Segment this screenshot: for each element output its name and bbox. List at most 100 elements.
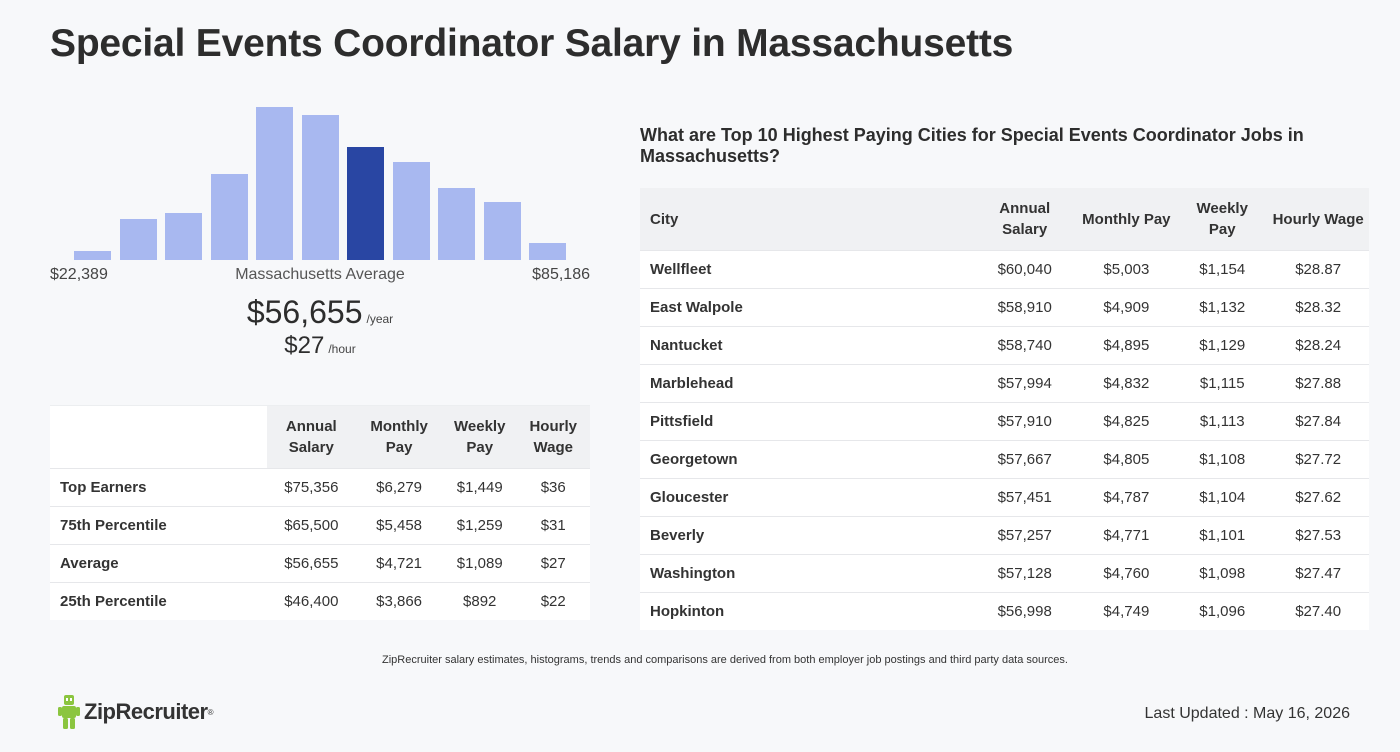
annual-salary-cell: $46,400 (267, 582, 356, 620)
annual-salary-cell: $57,994 (973, 364, 1076, 403)
salary-histogram (50, 90, 590, 260)
histogram-bar (529, 243, 566, 260)
header-annual-salary: Annual Salary (973, 188, 1076, 251)
header-hourly-wage: Hourly Wage (1267, 188, 1369, 251)
city-cell: Marblehead (640, 364, 974, 403)
header-hourly-wage: Hourly Wage (516, 405, 590, 469)
histogram-bar (438, 188, 475, 260)
hourly-wage-cell: $22 (516, 582, 590, 620)
monthly-pay-cell: $3,866 (355, 582, 443, 620)
weekly-pay-cell: $1,108 (1177, 440, 1268, 479)
ziprecruiter-logo[interactable]: ZipRecruiter ® (58, 694, 214, 730)
page-title: Special Events Coordinator Salary in Mas… (50, 22, 1014, 65)
hourly-wage-cell: $27.40 (1267, 592, 1369, 630)
city-cell: Nantucket (640, 326, 974, 365)
top-cities-table: City Annual Salary Monthly Pay Weekly Pa… (640, 188, 1369, 630)
disclaimer: ZipRecruiter salary estimates, histogram… (382, 654, 1068, 666)
last-updated: Last Updated : May 16, 2026 (1144, 705, 1350, 722)
hourly-wage-cell: $31 (516, 506, 590, 545)
hourly-wage-cell: $27 (516, 544, 590, 583)
histogram-labels: Massachusetts Average $22,389 $85,186 (50, 266, 590, 286)
annual-salary-cell: $65,500 (267, 506, 356, 545)
table-row: Beverly $57,257 $4,771 $1,101 $27.53 (640, 516, 1369, 555)
histogram-bar (301, 114, 339, 260)
weekly-pay-cell: $1,096 (1177, 592, 1268, 630)
cities-heading: What are Top 10 Highest Paying Cities fo… (640, 125, 1304, 166)
average-annual: $56,655/year (50, 294, 590, 331)
weekly-pay-cell: $1,098 (1177, 554, 1268, 593)
table-row: 25th Percentile $46,400 $3,866 $892 $22 (50, 582, 590, 620)
monthly-pay-cell: $4,825 (1075, 402, 1178, 441)
city-cell: Georgetown (640, 440, 974, 479)
annual-salary-cell: $57,257 (973, 516, 1076, 555)
header-monthly-pay: Monthly Pay (1075, 188, 1178, 251)
city-cell: Wellfleet (640, 250, 974, 289)
header-city: City (640, 188, 974, 251)
histogram-bar (392, 162, 430, 260)
histogram-bar (165, 212, 202, 260)
average-hourly: $27/hour (50, 332, 590, 360)
table-row: Gloucester $57,451 $4,787 $1,104 $27.62 (640, 478, 1369, 517)
cities-table-header: City Annual Salary Monthly Pay Weekly Pa… (640, 188, 1369, 251)
monthly-pay-cell: $4,771 (1075, 516, 1178, 555)
city-cell: East Walpole (640, 288, 974, 327)
histogram-bar (256, 107, 293, 260)
table-row: East Walpole $58,910 $4,909 $1,132 $28.32 (640, 288, 1369, 327)
weekly-pay-cell: $892 (442, 582, 517, 620)
monthly-pay-cell: $5,003 (1075, 250, 1178, 289)
weekly-pay-cell: $1,089 (442, 544, 517, 583)
logo-text: ZipRecruiter (84, 699, 208, 724)
average-hourly-value: $27 (284, 332, 325, 359)
annual-salary-cell: $57,910 (973, 402, 1076, 441)
monthly-pay-cell: $4,721 (355, 544, 443, 583)
annual-salary-cell: $60,040 (973, 250, 1076, 289)
table-row: 75th Percentile $65,500 $5,458 $1,259 $31 (50, 506, 590, 545)
annual-salary-cell: $75,356 (267, 468, 356, 507)
histogram-bar (74, 250, 111, 260)
histogram-bar (483, 201, 521, 260)
monthly-pay-cell: $4,909 (1075, 288, 1178, 327)
logo-trademark: ® (207, 707, 214, 717)
header-blank (50, 405, 268, 469)
weekly-pay-cell: $1,259 (442, 506, 517, 545)
table-row: Wellfleet $60,040 $5,003 $1,154 $28.87 (640, 250, 1369, 289)
annual-salary-cell: $58,910 (973, 288, 1076, 327)
weekly-pay-cell: $1,154 (1177, 250, 1268, 289)
histogram-bar (210, 174, 248, 260)
table-row: Marblehead $57,994 $4,832 $1,115 $27.88 (640, 364, 1369, 403)
monthly-pay-cell: $5,458 (355, 506, 443, 545)
ziprecruiter-mascot-icon (58, 695, 80, 729)
hourly-wage-cell: $27.53 (1267, 516, 1369, 555)
monthly-pay-cell: $6,279 (355, 468, 443, 507)
hourly-wage-cell: $27.84 (1267, 402, 1369, 441)
hourly-wage-cell: $36 (516, 468, 590, 507)
city-cell: Beverly (640, 516, 974, 555)
table-row: Georgetown $57,667 $4,805 $1,108 $27.72 (640, 440, 1369, 479)
table-row: Hopkinton $56,998 $4,749 $1,096 $27.40 (640, 592, 1369, 630)
average-annual-unit: /year (366, 312, 394, 326)
weekly-pay-cell: $1,129 (1177, 326, 1268, 365)
table-row: Average $56,655 $4,721 $1,089 $27 (50, 544, 590, 583)
row-label-cell: Average (50, 544, 268, 583)
hourly-wage-cell: $27.72 (1267, 440, 1369, 479)
header-annual-salary: Annual Salary (267, 405, 356, 469)
city-cell: Hopkinton (640, 592, 974, 630)
percentile-table: Annual Salary Monthly Pay Weekly Pay Hou… (50, 405, 590, 620)
weekly-pay-cell: $1,101 (1177, 516, 1268, 555)
table-row: Top Earners $75,356 $6,279 $1,449 $36 (50, 468, 590, 507)
annual-salary-cell: $57,451 (973, 478, 1076, 517)
annual-salary-cell: $56,655 (267, 544, 356, 583)
histogram-bar (119, 218, 157, 260)
annual-salary-cell: $57,128 (973, 554, 1076, 593)
histogram-min-label: $22,389 (50, 266, 108, 283)
percentile-table-header: Annual Salary Monthly Pay Weekly Pay Hou… (50, 405, 590, 469)
weekly-pay-cell: $1,113 (1177, 402, 1268, 441)
table-row: Nantucket $58,740 $4,895 $1,129 $28.24 (640, 326, 1369, 365)
header-weekly-pay: Weekly Pay (442, 405, 517, 469)
annual-salary-cell: $56,998 (973, 592, 1076, 630)
monthly-pay-cell: $4,787 (1075, 478, 1178, 517)
weekly-pay-cell: $1,115 (1177, 364, 1268, 403)
weekly-pay-cell: $1,449 (442, 468, 517, 507)
city-cell: Gloucester (640, 478, 974, 517)
row-label-cell: 75th Percentile (50, 506, 268, 545)
